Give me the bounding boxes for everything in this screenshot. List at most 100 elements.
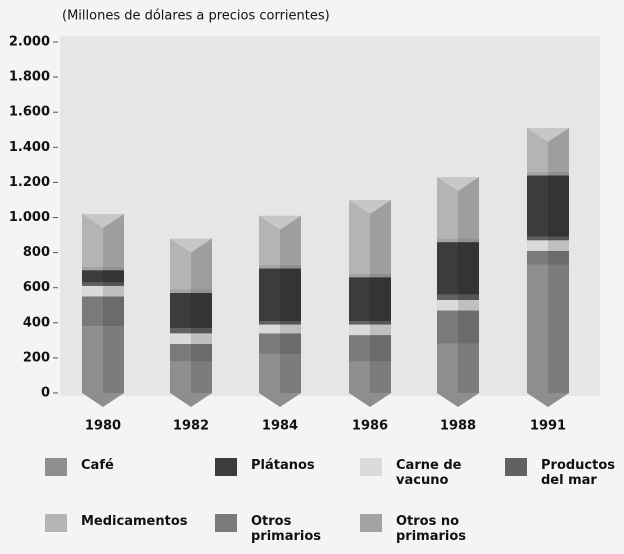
bar-shade [103, 213, 124, 407]
y-tick-label: 600 [23, 280, 50, 295]
legend-swatch [215, 514, 237, 532]
legend-swatch [505, 458, 527, 476]
bar-top [437, 177, 479, 192]
legend-item: Otros primarios [215, 514, 329, 544]
legend-item: Café [45, 458, 159, 476]
bar-segment [82, 270, 124, 283]
bar-shade [280, 215, 301, 407]
legend-item: Medicamentos [45, 514, 188, 532]
legend-label: Carne de vacuno [396, 458, 462, 488]
y-tick-label: 0 [41, 386, 50, 401]
legend-item: Otros no primarios [360, 514, 474, 544]
legend-swatch [360, 458, 382, 476]
bar-segment [437, 242, 479, 295]
bar-segment [437, 238, 479, 243]
bar-segment [82, 213, 124, 267]
bar-shade [548, 127, 569, 408]
y-tick-label: 200 [23, 350, 50, 365]
y-tick-label: 400 [23, 315, 50, 330]
legend-swatch [45, 514, 67, 532]
bar-segment [437, 177, 479, 239]
bar-segment [170, 292, 212, 329]
y-tick-label: 1.600 [9, 105, 50, 120]
bar-segment [170, 361, 212, 393]
bar-segment [527, 250, 569, 265]
bar-segment [170, 343, 212, 362]
bar-shade [370, 199, 391, 407]
chart: (Millones de dólares a precios corriente… [9, 9, 600, 434]
y-tick-label: 1.800 [9, 70, 50, 85]
legend-swatch [45, 458, 67, 476]
y-tick-label: 1.200 [9, 175, 50, 190]
bar-top [82, 213, 124, 228]
bar-segment [170, 238, 212, 290]
legend-label: Otros primarios [251, 514, 322, 544]
legend-label: Productos del mar [541, 458, 616, 488]
bar-segment [170, 333, 212, 344]
legend-label: Medicamentos [81, 514, 188, 529]
bar-bottom [349, 393, 391, 407]
bar-segment [82, 326, 124, 393]
bar-segment [527, 175, 569, 237]
bar-segment [259, 264, 301, 269]
chart-subtitle: (Millones de dólares a precios corriente… [62, 9, 330, 24]
bar-segment [349, 361, 391, 393]
legend-item: Productos del mar [505, 458, 619, 488]
legend-label: Plátanos [251, 458, 315, 473]
bar-bottom [259, 393, 301, 407]
legend-swatch [360, 514, 382, 532]
bar-segment [259, 268, 301, 322]
y-tick-label: 2.000 [9, 35, 50, 50]
bar-segment [349, 335, 391, 362]
y-tick-label: 800 [23, 245, 50, 260]
bar-top [527, 127, 569, 142]
bar-bottom [437, 393, 479, 407]
bar-segment [437, 294, 479, 300]
legend-label: Otros no primarios [396, 514, 467, 544]
y-tick-label: 1.400 [9, 140, 50, 155]
bar-segment [259, 354, 301, 393]
bar-top [170, 238, 212, 253]
bar-bottom [82, 393, 124, 407]
bar-segment [527, 171, 569, 176]
bar-segment [527, 264, 569, 393]
x-tick-label: 1991 [530, 419, 566, 434]
plot-background [60, 36, 600, 396]
bar-segment [437, 310, 479, 344]
x-tick-label: 1986 [352, 419, 388, 434]
bar-segment [259, 215, 301, 265]
bar-segment [527, 236, 569, 241]
x-tick-label: 1988 [440, 419, 476, 434]
bar-segment [259, 333, 301, 355]
x-tick-label: 1984 [262, 419, 298, 434]
bar-top [259, 215, 301, 230]
bar-segment [349, 277, 391, 322]
bar-segment [349, 199, 391, 274]
bar-segment [437, 299, 479, 311]
bar-segment [527, 240, 569, 251]
x-tick-label: 1980 [85, 419, 121, 434]
y-tick-label: 1.000 [9, 210, 50, 225]
bar-top [349, 199, 391, 214]
bar-segment [437, 343, 479, 393]
bar-shade [191, 238, 212, 407]
legend-swatch [215, 458, 237, 476]
bar-segment [349, 321, 391, 325]
bar-segment [349, 273, 391, 278]
bar-segment [82, 282, 124, 286]
bar-segment [82, 296, 124, 327]
bar-segment [82, 285, 124, 297]
bar-segment [170, 328, 212, 334]
bar-segment [259, 321, 301, 325]
bar-segment [170, 289, 212, 293]
bar-shade [458, 177, 479, 407]
bar-bottom [527, 393, 569, 407]
bar-segment [349, 324, 391, 336]
bar-bottom [170, 393, 212, 407]
legend-item: Plátanos [215, 458, 329, 476]
legend-label: Café [81, 458, 114, 473]
bar-segment [82, 266, 124, 271]
bar-segment [527, 127, 569, 172]
x-tick-label: 1982 [173, 419, 209, 434]
